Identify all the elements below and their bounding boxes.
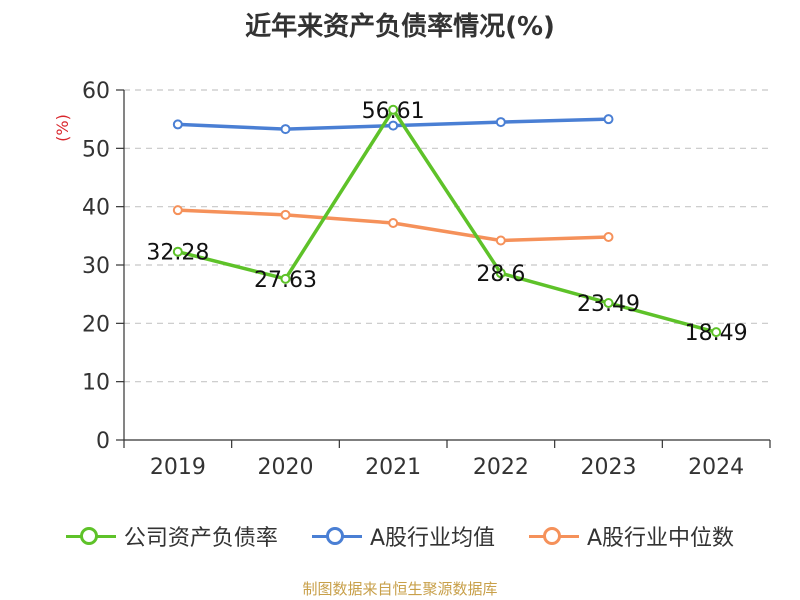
data-point: [280, 124, 291, 135]
y-tick-label: 40: [82, 196, 110, 221]
y-tick-label: 20: [82, 312, 110, 337]
y-tick-label: 50: [82, 137, 110, 162]
data-point: [388, 120, 399, 131]
y-axis-label: (%): [53, 114, 72, 142]
data-point: [711, 327, 722, 338]
data-label: 18.49: [685, 321, 748, 346]
legend-item-company[interactable]: 公司资产负债率: [65, 520, 278, 552]
data-point: [603, 114, 614, 125]
data-point: [280, 209, 291, 220]
y-tick-label: 0: [96, 429, 110, 454]
data-label: 27.63: [254, 268, 317, 293]
x-tick-label: 2020: [258, 455, 314, 480]
data-label: 23.49: [577, 292, 640, 317]
data-label: 56.61: [362, 99, 425, 124]
legend-marker-company: [65, 525, 116, 547]
data-point: [603, 297, 614, 308]
legend-marker-industry-median: [529, 525, 579, 547]
data-point: [388, 104, 399, 115]
data-label: 28.6: [476, 262, 525, 287]
legend-marker-industry-average: [311, 525, 362, 547]
source-note: 制图数据来自恒生聚源数据库: [302, 580, 498, 598]
x-tick-label: 2022: [473, 455, 529, 480]
data-point: [280, 273, 291, 284]
legend-item-industry-median[interactable]: A股行业中位数: [529, 520, 734, 552]
data-point: [603, 232, 614, 242]
data-point: [495, 235, 506, 246]
data-point: [388, 218, 399, 228]
data-point: [172, 119, 183, 130]
data-point: [495, 117, 506, 128]
data-point: [172, 205, 183, 216]
data-label: 32.28: [146, 241, 209, 266]
x-tick-label: 2021: [365, 455, 421, 480]
legend-item-industry-average[interactable]: A股行业均值: [311, 520, 495, 552]
y-tick-label: 30: [82, 254, 110, 279]
legend-label-industry-average: A股行业均值: [369, 526, 495, 551]
data-point: [495, 268, 506, 279]
x-tick-label: 2019: [150, 455, 206, 480]
data-point: [172, 246, 183, 257]
chart-title: 近年来资产负债率情况(%): [245, 12, 555, 42]
legend: 公司资产负债率 A股行业均值 A股行业中位数: [0, 520, 800, 552]
y-tick-label: 60: [82, 79, 110, 104]
y-tick-label: 10: [82, 371, 110, 396]
legend-label-industry-median: A股行业中位数: [587, 526, 735, 551]
x-tick-label: 2023: [581, 455, 637, 480]
series-line: [177, 108, 717, 334]
legend-label-company: 公司资产负债率: [123, 526, 278, 551]
x-tick-label: 2024: [688, 455, 744, 480]
